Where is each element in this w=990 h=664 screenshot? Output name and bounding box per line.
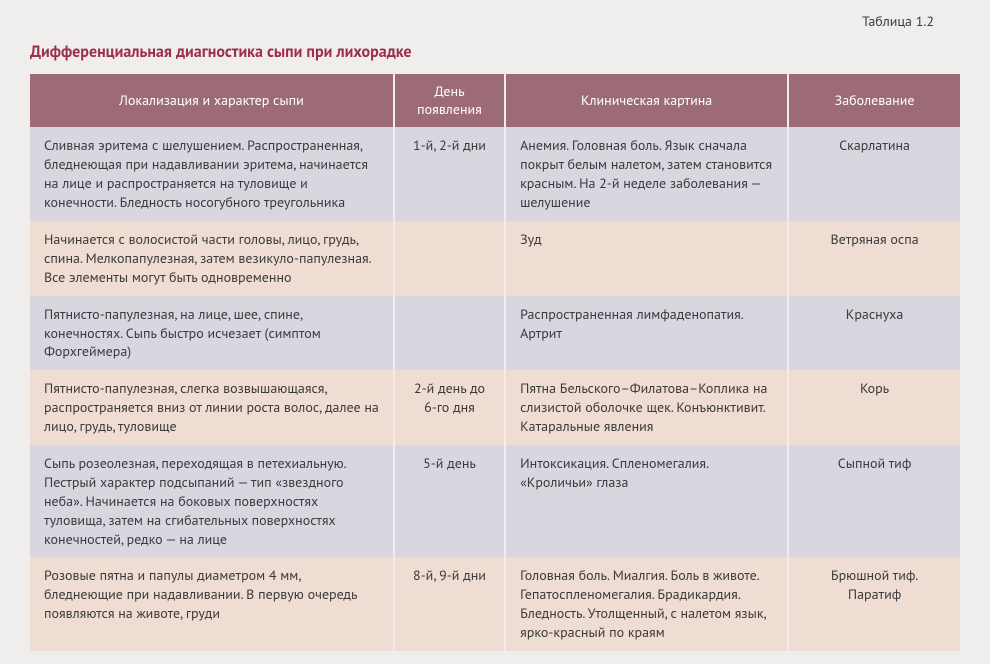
table-row: Сливная эритема с шелушением. Распростра…	[30, 127, 960, 221]
cell-clinic: Интоксикация. Спленомегалия. «Кроличьи» …	[505, 445, 788, 557]
col-header-localization: Локализация и характер сыпи	[30, 74, 394, 128]
cell-disease: Ветряная оспа	[788, 221, 960, 296]
cell-clinic: Распространенная лимфаденопатия. Артрит	[505, 296, 788, 371]
table-row: Сыпь розеолезная, переходящая в петехиал…	[30, 445, 960, 557]
cell-localization: Сыпь розеолезная, переходящая в петехиал…	[30, 445, 394, 557]
col-header-day: День появления	[394, 74, 505, 128]
cell-localization: Розовые пятна и папулы диаметром 4 мм, б…	[30, 557, 394, 651]
cell-localization: Пятнисто-папулезная, слегка возвышающаяс…	[30, 370, 394, 445]
cell-localization: Пятнисто-папулезная, на лице, шее, спине…	[30, 296, 394, 371]
cell-disease: Сыпной тиф	[788, 445, 960, 557]
diagnosis-table: Локализация и характер сыпи День появлен…	[30, 74, 960, 651]
cell-day: 1-й, 2-й дни	[394, 127, 505, 221]
cell-clinic: Зуд	[505, 221, 788, 296]
table-body: Сливная эритема с шелушением. Распростра…	[30, 127, 960, 651]
cell-day: 8-й, 9-й дни	[394, 557, 505, 651]
cell-disease: Брюшной тиф. Паратиф	[788, 557, 960, 651]
table-row: Начинается с волосистой части головы, ли…	[30, 221, 960, 296]
cell-disease: Краснуха	[788, 296, 960, 371]
cell-day	[394, 221, 505, 296]
table-number: Таблица 1.2	[862, 12, 934, 31]
cell-localization: Сливная эритема с шелушением. Распростра…	[30, 127, 394, 221]
cell-clinic: Пятна Бельского–Филатова–Коплика на слиз…	[505, 370, 788, 445]
table-row: Розовые пятна и папулы диаметром 4 мм, б…	[30, 557, 960, 651]
table-header-row: Локализация и характер сыпи День появлен…	[30, 74, 960, 128]
col-header-disease: Заболевание	[788, 74, 960, 128]
cell-clinic: Головная боль. Миалгия. Боль в животе. Г…	[505, 557, 788, 651]
table-row: Пятнисто-папулезная, на лице, шее, спине…	[30, 296, 960, 371]
table-row: Пятнисто-папулезная, слегка возвышающаяс…	[30, 370, 960, 445]
cell-disease: Корь	[788, 370, 960, 445]
cell-disease: Скарлатина	[788, 127, 960, 221]
cell-day: 5-й день	[394, 445, 505, 557]
cell-day: 2-й день до 6-го дня	[394, 370, 505, 445]
cell-localization: Начинается с волосистой части головы, ли…	[30, 221, 394, 296]
col-header-clinic: Клиническая картина	[505, 74, 788, 128]
table-title: Дифференциальная диагностика сыпи при ли…	[30, 42, 960, 64]
cell-clinic: Анемия. Головная боль. Язык сначала покр…	[505, 127, 788, 221]
cell-day	[394, 296, 505, 371]
